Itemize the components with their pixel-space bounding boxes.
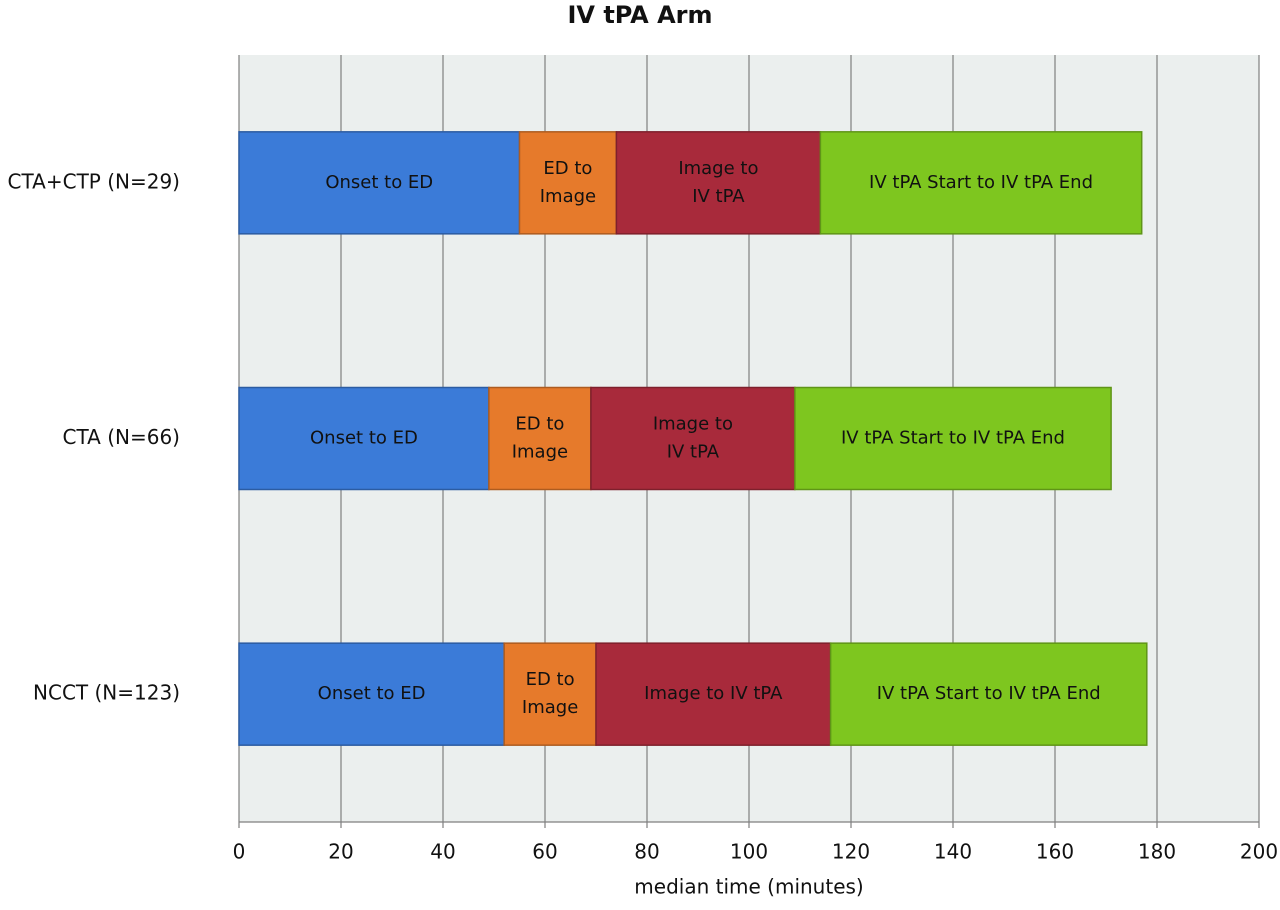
segment-label: Image to IV tPA — [644, 683, 783, 704]
x-axis-label: median time (minutes) — [634, 875, 863, 899]
x-tick-label: 200 — [1240, 840, 1278, 864]
segment-label: Image to IV tPA — [678, 158, 758, 207]
bar-segment — [488, 386, 592, 491]
segment-label: Onset to ED — [310, 428, 418, 449]
bar-segment — [590, 386, 796, 491]
y-tick-label: CTA (N=66) — [63, 425, 180, 449]
segment-label: IV tPA Start to IV tPA End — [877, 683, 1101, 704]
bar-segment — [518, 131, 618, 235]
x-tick-label: 80 — [634, 840, 659, 864]
x-tick-label: 180 — [1138, 840, 1176, 864]
bar-segment — [615, 131, 822, 235]
x-tick-label: 40 — [430, 840, 455, 864]
x-tick-label: 100 — [730, 840, 768, 864]
segment-label: IV tPA Start to IV tPA End — [841, 428, 1065, 449]
bar-segment — [238, 131, 521, 235]
segment-label: Onset to ED — [318, 683, 426, 704]
x-tick-label: 140 — [934, 840, 972, 864]
bar-segment — [595, 642, 832, 746]
y-tick-label: CTA+CTP (N=29) — [8, 169, 180, 193]
x-tick-label: 60 — [532, 840, 557, 864]
segment-label: ED to Image — [512, 414, 568, 463]
bar-segment — [829, 642, 1148, 746]
segment-label: Onset to ED — [325, 172, 433, 193]
x-tick-label: 120 — [832, 840, 870, 864]
segment-label: IV tPA Start to IV tPA End — [869, 172, 1093, 193]
x-tick-label: 0 — [233, 840, 246, 864]
bar-segment — [794, 386, 1112, 491]
segment-label: Image to IV tPA — [653, 414, 733, 463]
x-tick-label: 20 — [328, 840, 353, 864]
y-tick-label: NCCT (N=123) — [33, 681, 180, 705]
chart-title: IV tPA Arm — [567, 1, 712, 29]
segment-label: ED to Image — [522, 669, 578, 718]
x-tick-label: 160 — [1036, 840, 1074, 864]
bar-segment — [819, 131, 1143, 235]
segment-label: ED to Image — [540, 158, 596, 207]
bar-segment — [503, 642, 597, 746]
